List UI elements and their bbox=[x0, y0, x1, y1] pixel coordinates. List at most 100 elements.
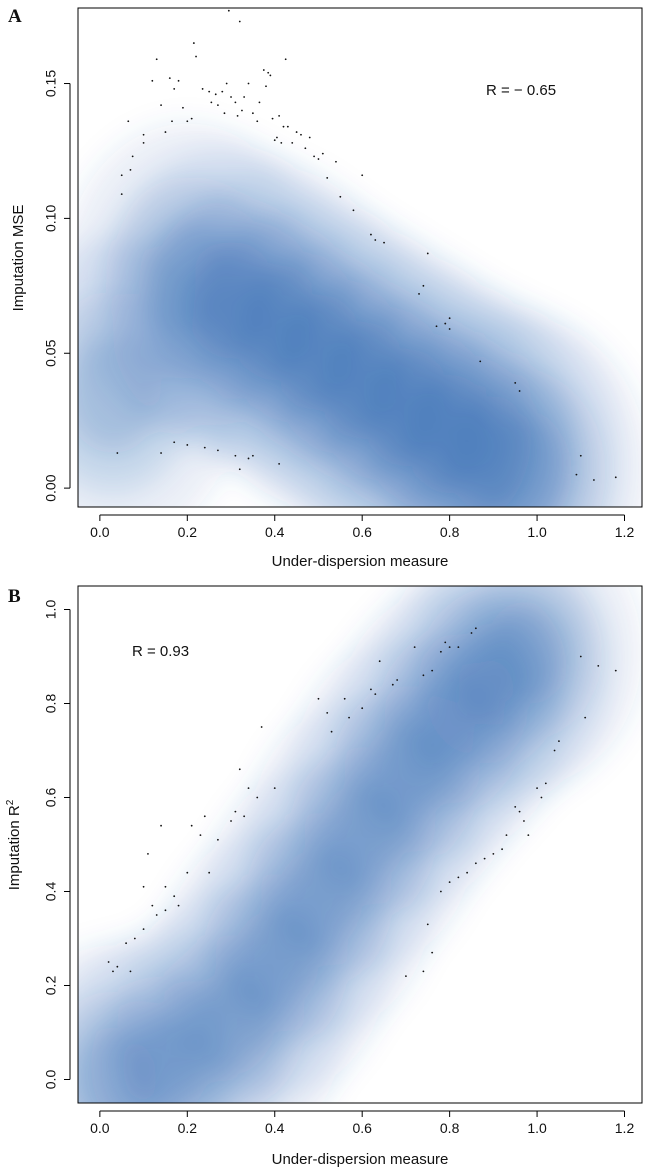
data-point bbox=[151, 904, 154, 907]
data-point bbox=[155, 58, 158, 61]
x-tick-label: 0.2 bbox=[178, 524, 198, 540]
data-point bbox=[492, 853, 495, 855]
y-axis-title-a: Imputation MSE bbox=[10, 205, 27, 312]
data-point bbox=[177, 79, 180, 82]
data-point bbox=[304, 147, 307, 150]
data-point bbox=[225, 82, 228, 85]
data-point bbox=[470, 632, 473, 634]
data-point bbox=[474, 627, 477, 630]
y-tick-label: 0.00 bbox=[43, 474, 59, 501]
data-point bbox=[518, 390, 521, 392]
data-point bbox=[405, 975, 407, 977]
data-point bbox=[260, 726, 263, 728]
data-point bbox=[439, 890, 442, 893]
data-point bbox=[479, 360, 482, 363]
data-point bbox=[422, 674, 425, 677]
density-blob bbox=[475, 412, 573, 507]
data-point bbox=[300, 133, 302, 136]
data-point bbox=[234, 101, 237, 104]
data-point bbox=[247, 457, 250, 460]
data-point bbox=[265, 85, 267, 88]
data-point bbox=[483, 857, 486, 860]
data-point bbox=[116, 452, 119, 454]
data-point bbox=[413, 646, 416, 648]
data-point bbox=[164, 885, 167, 888]
y-axis-title-b: Imputation R2 bbox=[5, 799, 23, 890]
data-point bbox=[291, 141, 294, 144]
data-point bbox=[378, 660, 381, 663]
x-tick-label: 0.4 bbox=[265, 524, 285, 540]
data-point bbox=[236, 114, 239, 117]
outlier-points-a bbox=[116, 9, 617, 481]
data-point bbox=[422, 284, 425, 287]
y-tick-label: 0.10 bbox=[43, 205, 59, 232]
x-tick-label: 0.0 bbox=[90, 524, 110, 540]
data-point bbox=[208, 90, 211, 93]
data-point bbox=[474, 862, 477, 865]
data-point bbox=[227, 9, 230, 12]
x-tick-label: 1.0 bbox=[527, 524, 547, 540]
x-tick-label: 0.6 bbox=[352, 524, 372, 540]
x-tick-label: 1.2 bbox=[615, 524, 635, 540]
data-point bbox=[214, 93, 217, 96]
data-point bbox=[247, 787, 250, 789]
y-tick-label: 0.2 bbox=[43, 976, 59, 996]
data-point bbox=[127, 120, 130, 123]
data-point bbox=[186, 120, 189, 123]
data-point bbox=[273, 787, 276, 789]
data-point bbox=[339, 195, 342, 198]
data-point bbox=[335, 160, 337, 163]
data-point bbox=[238, 20, 241, 23]
data-point bbox=[426, 923, 429, 926]
data-point bbox=[173, 441, 176, 444]
data-point bbox=[182, 106, 184, 109]
data-point bbox=[258, 101, 261, 104]
data-point bbox=[330, 730, 333, 733]
data-point bbox=[422, 970, 425, 973]
data-point bbox=[313, 155, 315, 158]
data-point bbox=[361, 174, 364, 177]
data-point bbox=[457, 876, 460, 879]
y-tick-label: 0.05 bbox=[43, 339, 59, 366]
data-point bbox=[326, 712, 329, 714]
density-cloud-a bbox=[78, 123, 642, 507]
data-point bbox=[125, 942, 127, 945]
data-point bbox=[256, 796, 259, 799]
data-point bbox=[448, 646, 451, 648]
data-point bbox=[120, 193, 123, 196]
data-point bbox=[195, 55, 197, 58]
data-point bbox=[282, 125, 285, 128]
data-point bbox=[234, 454, 237, 457]
y-axis-title-b-sup: 2 bbox=[5, 799, 16, 805]
data-point bbox=[120, 174, 123, 177]
panel-letter-a: A bbox=[8, 6, 22, 27]
data-point bbox=[593, 479, 595, 481]
data-point bbox=[448, 317, 451, 320]
data-point bbox=[116, 965, 119, 968]
data-point bbox=[457, 646, 460, 648]
data-point bbox=[383, 241, 385, 244]
x-tick-label: 1.2 bbox=[615, 1120, 635, 1136]
data-point bbox=[448, 881, 451, 883]
x-tick-label: 0.6 bbox=[352, 1120, 372, 1136]
data-point bbox=[256, 120, 259, 123]
data-point bbox=[391, 683, 394, 686]
x-tick-label: 0.4 bbox=[265, 1120, 285, 1136]
data-point bbox=[251, 112, 254, 115]
data-point bbox=[558, 740, 560, 742]
data-point bbox=[112, 970, 114, 973]
data-point bbox=[210, 101, 213, 104]
data-point bbox=[171, 120, 173, 123]
data-point bbox=[374, 693, 377, 695]
data-point bbox=[448, 328, 451, 330]
y-tick-label: 0.0 bbox=[43, 1070, 59, 1090]
data-point bbox=[361, 707, 364, 710]
data-point bbox=[514, 806, 517, 808]
data-point bbox=[352, 209, 355, 212]
data-point bbox=[168, 77, 171, 80]
data-point bbox=[584, 716, 587, 719]
data-point bbox=[418, 293, 420, 295]
x-axis-title-b: Under-dispersion measure bbox=[272, 1151, 449, 1168]
x-tick-label: 1.0 bbox=[527, 1120, 547, 1136]
